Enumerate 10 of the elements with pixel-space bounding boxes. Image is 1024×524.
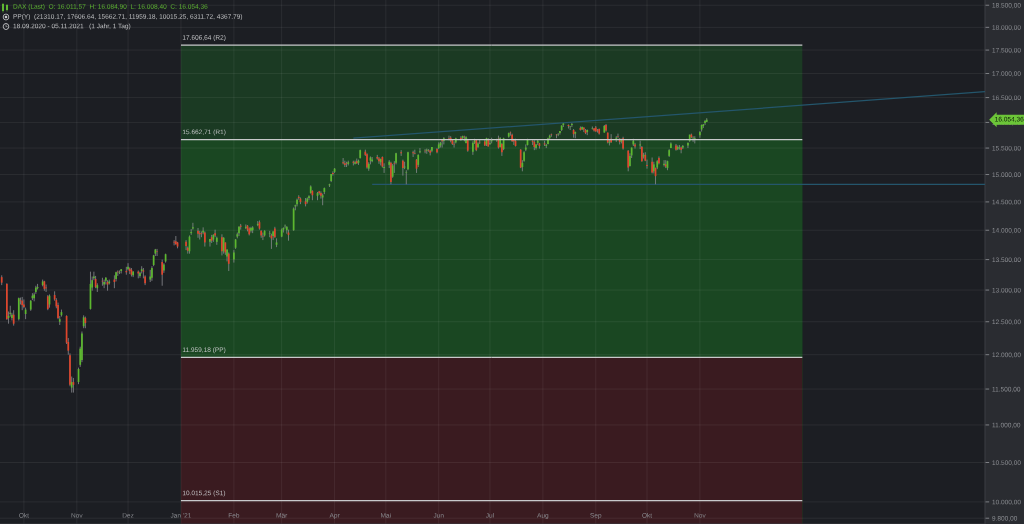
- candlestick: [227, 252, 230, 272]
- candlestick: [125, 266, 128, 276]
- candlestick: [161, 259, 164, 287]
- candlestick: [419, 147, 421, 154]
- candlestick: [627, 149, 630, 172]
- candlestick: [687, 141, 689, 149]
- candlestick: [149, 269, 152, 283]
- candlestick: [233, 249, 235, 264]
- candlestick: [670, 141, 672, 149]
- candlestick: [400, 149, 403, 157]
